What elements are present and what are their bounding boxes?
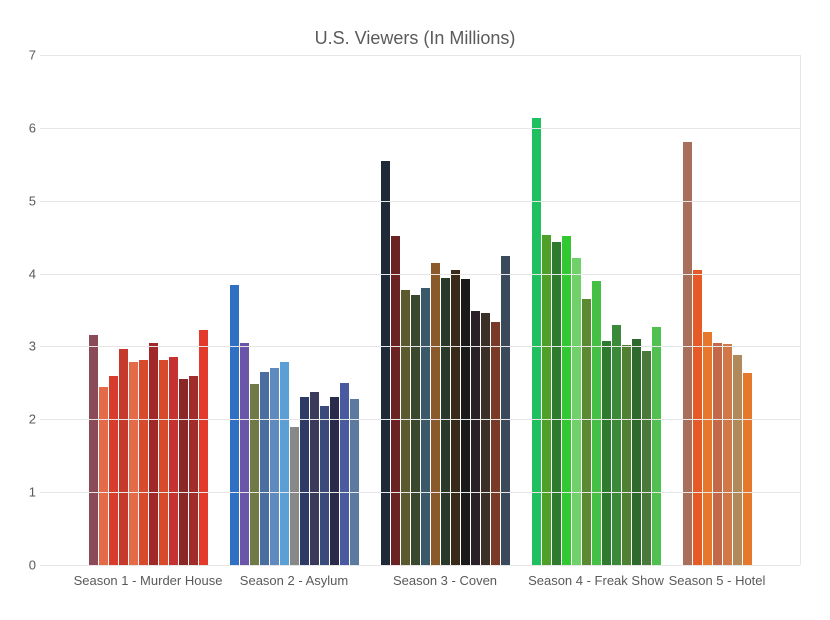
bar <box>300 397 309 565</box>
bar <box>703 332 712 565</box>
bar <box>260 372 269 565</box>
x-axis-label: Season 4 - Freak Show <box>528 573 664 588</box>
bar <box>189 376 198 565</box>
y-tick-label: 2 <box>18 412 36 427</box>
chart-container: U.S. Viewers (In Millions) 01234567 Seas… <box>0 0 830 620</box>
bar <box>270 368 279 565</box>
bar <box>381 161 390 565</box>
bar <box>310 392 319 565</box>
bar <box>431 263 440 565</box>
bar <box>481 313 490 565</box>
y-tick-label: 3 <box>18 339 36 354</box>
bar <box>733 355 742 565</box>
y-tick-label: 7 <box>18 48 36 63</box>
bar <box>552 242 561 565</box>
bar <box>119 349 128 565</box>
bar <box>532 118 541 565</box>
bar <box>743 373 752 565</box>
bar <box>179 379 188 565</box>
x-axis-label: Season 1 - Murder House <box>74 573 223 588</box>
bar <box>199 330 208 565</box>
bar <box>129 362 138 565</box>
y-tick-label: 5 <box>18 193 36 208</box>
bar <box>652 327 661 565</box>
bar <box>683 142 692 565</box>
bar <box>340 383 349 565</box>
bar <box>139 360 148 565</box>
x-axis-label: Season 3 - Coven <box>393 573 497 588</box>
bar <box>602 341 611 565</box>
gridline <box>40 492 800 493</box>
bar <box>642 351 651 565</box>
bar <box>592 281 601 565</box>
bar <box>451 270 460 565</box>
chart-title: U.S. Viewers (In Millions) <box>0 28 830 49</box>
bar <box>612 325 621 565</box>
bar <box>169 357 178 565</box>
y-tick-label: 0 <box>18 558 36 573</box>
bar <box>109 376 118 565</box>
bar <box>230 285 239 566</box>
bar <box>582 299 591 565</box>
bars-layer <box>40 55 800 565</box>
gridline <box>40 201 800 202</box>
bar <box>491 322 500 565</box>
gridline <box>40 346 800 347</box>
plot-area: 01234567 <box>40 55 801 565</box>
y-tick-label: 6 <box>18 120 36 135</box>
gridline <box>40 274 800 275</box>
bar <box>240 343 249 565</box>
bar <box>280 362 289 565</box>
bar <box>401 290 410 565</box>
x-axis: Season 1 - Murder House Season 2 - Asylum… <box>40 565 800 605</box>
bar <box>562 236 571 565</box>
bar <box>501 256 510 565</box>
bar <box>471 311 480 565</box>
bar <box>421 288 430 565</box>
bar <box>350 399 359 565</box>
bar <box>89 335 98 565</box>
bar <box>290 427 299 565</box>
bar <box>723 344 732 565</box>
gridline <box>40 128 800 129</box>
bar <box>149 343 158 565</box>
bar <box>250 384 259 565</box>
bar <box>441 278 450 565</box>
bar <box>320 406 329 565</box>
y-tick-label: 4 <box>18 266 36 281</box>
gridline <box>40 419 800 420</box>
bar <box>693 270 702 565</box>
bar <box>159 360 168 565</box>
bar <box>572 258 581 565</box>
bar <box>99 387 108 566</box>
y-tick-label: 1 <box>18 485 36 500</box>
bar <box>713 343 722 565</box>
x-axis-label: Season 2 - Asylum <box>240 573 348 588</box>
bar <box>330 397 339 565</box>
bar <box>461 279 470 565</box>
bar <box>632 339 641 565</box>
bar <box>391 236 400 565</box>
x-axis-label: Season 5 - Hotel <box>669 573 766 588</box>
bar <box>542 235 551 565</box>
bar <box>411 295 420 565</box>
gridline <box>40 55 800 56</box>
bar <box>622 345 631 565</box>
